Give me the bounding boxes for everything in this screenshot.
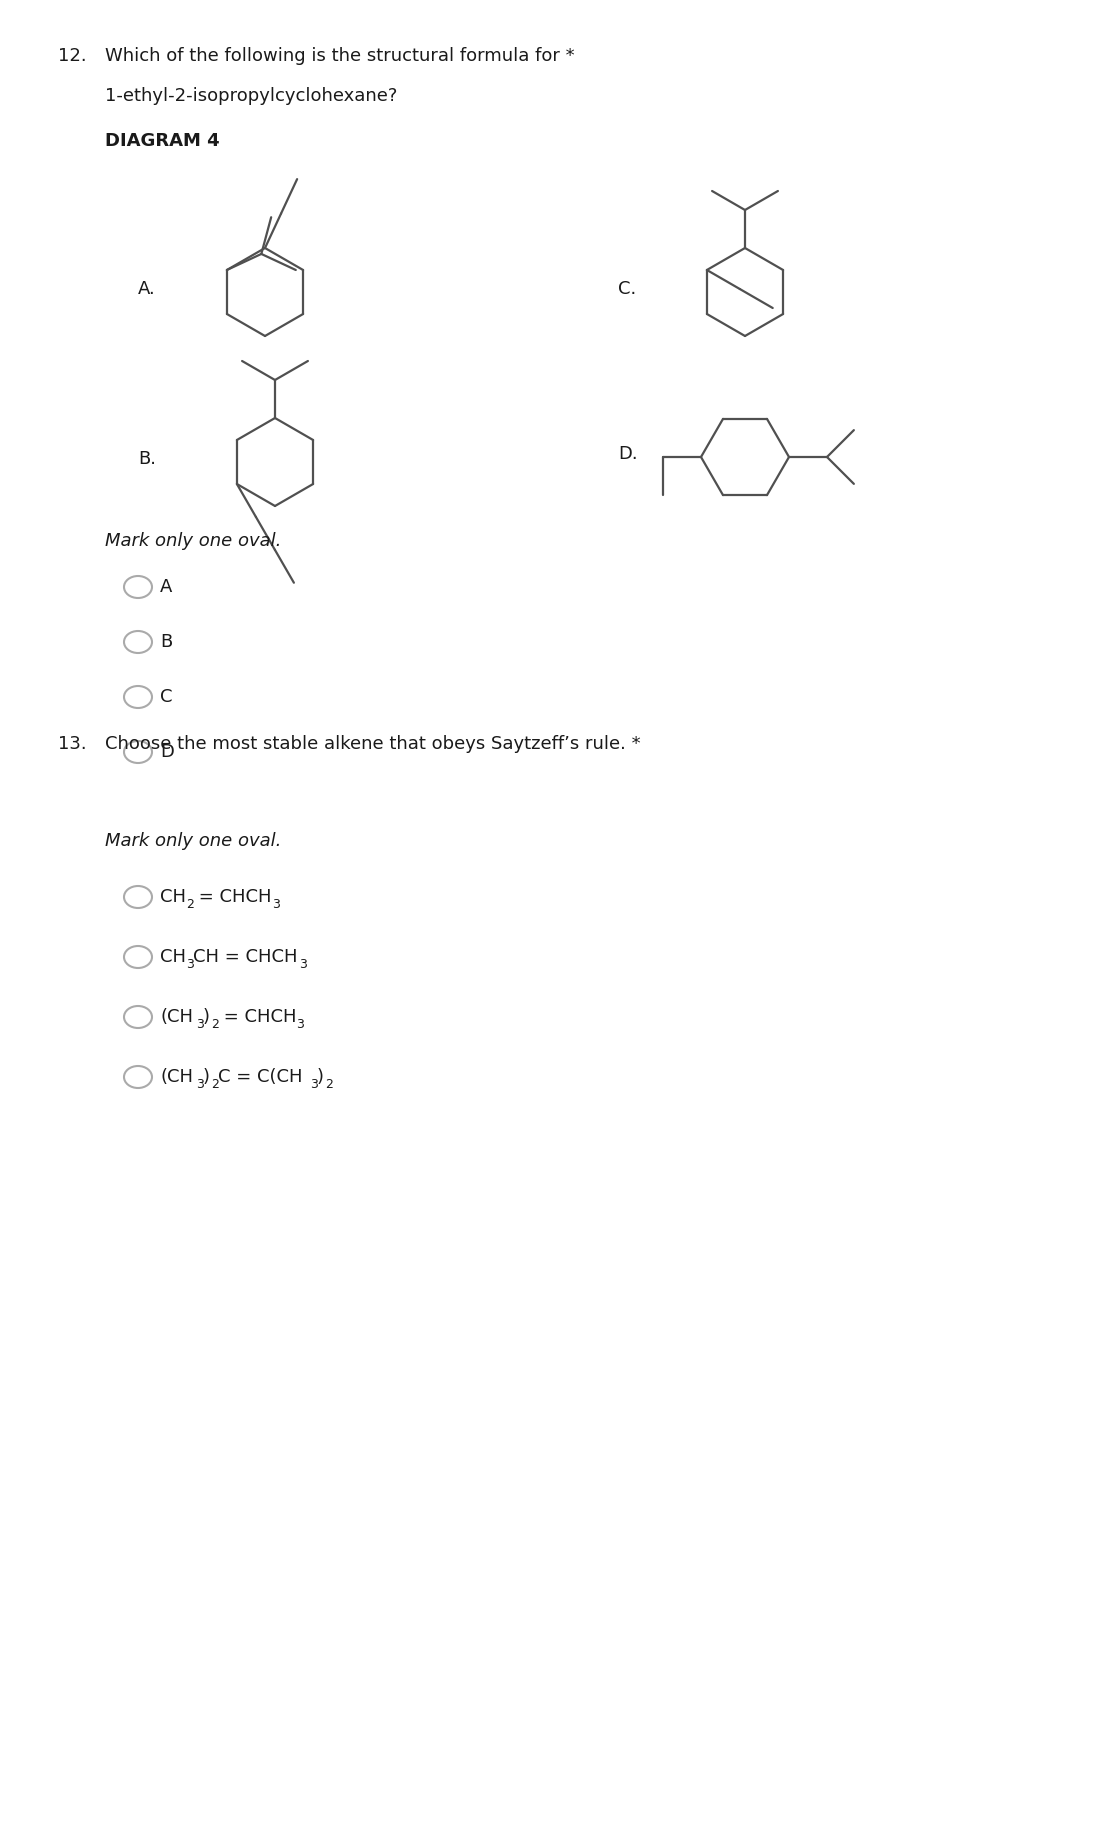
- Text: Choose the most stable alkene that obeys Saytzeff’s rule. *: Choose the most stable alkene that obeys…: [105, 735, 640, 753]
- Text: 12.: 12.: [59, 48, 86, 64]
- Text: A: A: [160, 579, 172, 595]
- Text: (CH: (CH: [160, 1009, 193, 1027]
- Text: ): ): [203, 1067, 210, 1086]
- Text: Mark only one oval.: Mark only one oval.: [105, 832, 282, 851]
- Text: = CHCH: = CHCH: [193, 887, 272, 906]
- Text: 3: 3: [185, 959, 194, 972]
- Text: D: D: [160, 742, 173, 761]
- Text: ): ): [317, 1067, 323, 1086]
- Text: 2: 2: [211, 1018, 219, 1031]
- Text: 2: 2: [211, 1078, 219, 1091]
- Text: A.: A.: [138, 279, 156, 298]
- Text: 3: 3: [197, 1078, 204, 1091]
- Text: 2: 2: [325, 1078, 332, 1091]
- Text: 3: 3: [296, 1018, 304, 1031]
- Text: 3: 3: [299, 959, 307, 972]
- Text: B: B: [160, 634, 172, 650]
- Text: Which of the following is the structural formula for *: Which of the following is the structural…: [105, 48, 574, 64]
- Text: C: C: [160, 689, 172, 705]
- Text: 13.: 13.: [59, 735, 86, 753]
- Text: ): ): [203, 1009, 210, 1027]
- Text: C = C(CH: C = C(CH: [217, 1067, 302, 1086]
- Text: Mark only one oval.: Mark only one oval.: [105, 533, 282, 549]
- Text: (CH: (CH: [160, 1067, 193, 1086]
- Text: 3: 3: [273, 898, 280, 911]
- Text: CH: CH: [160, 948, 185, 966]
- Text: DIAGRAM 4: DIAGRAM 4: [105, 132, 220, 151]
- Text: B.: B.: [138, 450, 156, 468]
- Text: D.: D.: [618, 445, 638, 463]
- Text: 3: 3: [197, 1018, 204, 1031]
- Text: CH = CHCH: CH = CHCH: [193, 948, 297, 966]
- Text: CH: CH: [160, 887, 185, 906]
- Text: 2: 2: [185, 898, 194, 911]
- Text: 1-ethyl-2-isopropylcyclohexane?: 1-ethyl-2-isopropylcyclohexane?: [105, 86, 397, 105]
- Text: C.: C.: [618, 279, 636, 298]
- Text: 3: 3: [310, 1078, 318, 1091]
- Text: = CHCH: = CHCH: [217, 1009, 297, 1027]
